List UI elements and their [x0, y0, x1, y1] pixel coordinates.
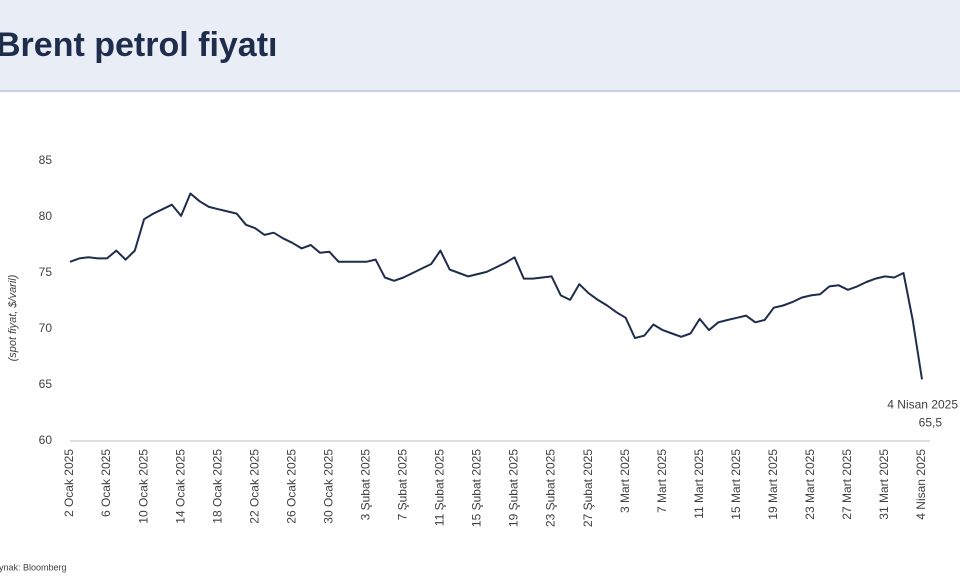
source: Kaynak: Bloomberg — [0, 562, 67, 572]
y-tick-label: 70 — [39, 321, 53, 335]
x-tick-label: 10 Ocak 2025 — [136, 449, 150, 524]
x-tick-label: 18 Ocak 2025 — [210, 449, 224, 524]
y-tick-label: 80 — [39, 209, 53, 223]
header: Brent petrol fiyatı — [0, 0, 960, 92]
x-tick-label: 19 Mart 2025 — [766, 449, 780, 520]
price-line — [69, 192, 923, 380]
x-tick-label: 26 Ocak 2025 — [284, 449, 298, 524]
x-tick-label: 3 Mart 2025 — [618, 449, 632, 513]
y-axis-label: (spot fiyat, $/varil) — [7, 274, 19, 361]
x-tick-label: 7 Şubat 2025 — [396, 449, 410, 521]
x-tick-label: 14 Ocak 2025 — [173, 449, 187, 524]
page-title: Brent petrol fiyatı — [0, 26, 278, 64]
x-tick-label: 23 Şubat 2025 — [544, 449, 558, 527]
x-tick-label: 6 Ocak 2025 — [99, 449, 113, 517]
x-tick-label: 11 Mart 2025 — [692, 449, 706, 519]
x-tick-label: 30 Ocak 2025 — [321, 449, 335, 524]
x-tick-label: 27 Mart 2025 — [840, 449, 854, 520]
y-tick-label: 85 — [39, 153, 53, 167]
x-tick-label: 31 Mart 2025 — [877, 449, 891, 520]
x-tick-label: 23 Mart 2025 — [803, 449, 817, 520]
x-tick-label: 22 Ocak 2025 — [247, 449, 261, 524]
x-tick-label: 7 Mart 2025 — [655, 449, 669, 513]
x-tick-label: 15 Şubat 2025 — [470, 449, 484, 527]
y-tick-label: 65 — [39, 377, 53, 391]
y-tick-label: 75 — [39, 265, 53, 279]
y-tick-label: 60 — [39, 433, 53, 447]
value-label: 65,5 — [919, 416, 943, 430]
x-tick-label: 27 Şubat 2025 — [581, 449, 595, 527]
x-tick-label: 15 Mart 2025 — [729, 449, 743, 520]
x-tick-label: 11 Şubat 2025 — [433, 449, 447, 527]
x-tick-label: 4 Nisan 2025 — [914, 449, 928, 520]
x-tick-label: 2 Ocak 2025 — [62, 449, 76, 517]
x-tick-label: 3 Şubat 2025 — [359, 449, 373, 521]
annotation-date: 4 Nisan 2025 — [887, 398, 958, 412]
x-tick-label: 19 Şubat 2025 — [507, 449, 521, 527]
